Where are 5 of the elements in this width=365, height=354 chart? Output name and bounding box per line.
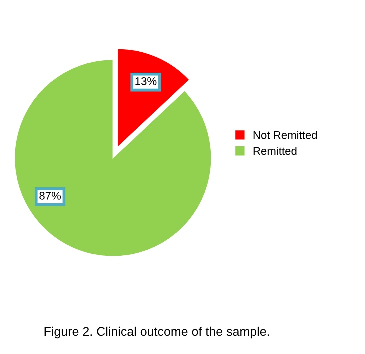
data-label: 87% xyxy=(40,192,62,200)
caption: Figure 2. Clinical outcome of the sample. xyxy=(44,326,270,339)
legend-label: Not Remitted xyxy=(254,131,318,140)
data-label: 13% xyxy=(136,77,157,86)
legend-label: Remitted xyxy=(254,146,297,156)
